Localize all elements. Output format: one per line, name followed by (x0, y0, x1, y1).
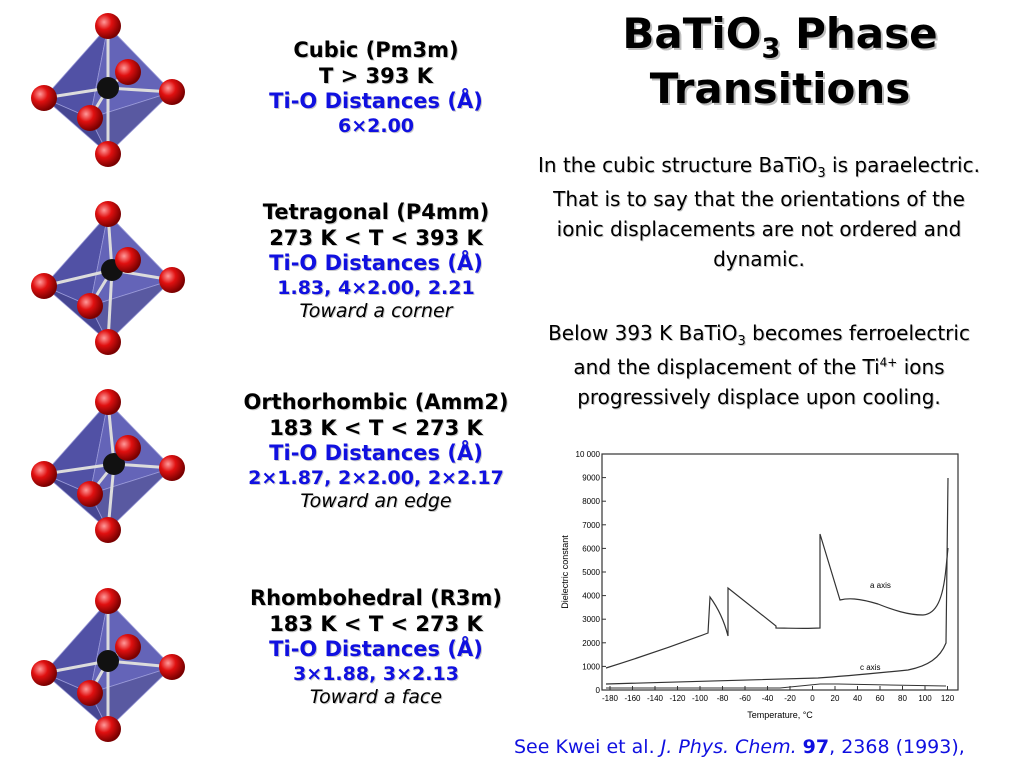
x-tick-label: -120 (669, 694, 686, 703)
a-axis-label: a axis (870, 581, 891, 590)
x-tick-label: -100 (692, 694, 709, 703)
phase-tetragonal: Tetragonal (P4mm) 273 K < T < 393 K Ti-O… (210, 200, 542, 323)
x-tick-label: 60 (876, 694, 885, 703)
distance-values: 6×2.00 (337, 114, 415, 137)
cubic-octahedron-image (31, 13, 185, 167)
displacement-note: Toward a face (309, 686, 443, 708)
y-tick-label: 8000 (582, 497, 600, 506)
phase-cubic: Cubic (Pm3m) T > 393 K Ti-O Distances (Å… (210, 38, 542, 138)
y-tick-label: 3000 (582, 615, 600, 624)
c-axis-label: c axis (860, 663, 880, 672)
x-tick-label: 20 (831, 694, 840, 703)
phase-temperature: 183 K < T < 273 K (269, 415, 483, 440)
citation: See Kwei et al. J. Phys. Chem. 97, 2368 … (514, 736, 965, 758)
y-tick-label: 5000 (582, 568, 600, 577)
phase-boundary-lines (606, 683, 947, 689)
x-tick-label: -60 (739, 694, 751, 703)
y-tick-label: 2000 (582, 639, 600, 648)
y-tick-label: 0 (596, 686, 601, 695)
phase-name: Tetragonal (P4mm) (262, 200, 490, 224)
y-tick-label: 4000 (582, 592, 600, 601)
plot-y-label: Dielectric constant (560, 535, 570, 609)
phase-orthorhombic: Orthorhombic (Amm2) 183 K < T < 273 K Ti… (210, 390, 542, 513)
orthorhombic-octahedron-image (31, 389, 185, 543)
x-tick-label: -180 (602, 694, 619, 703)
distance-label: Ti-O Distances (Å) (269, 441, 483, 466)
distance-label: Ti-O Distances (Å) (269, 251, 483, 276)
distance-values: 1.83, 4×2.00, 2.21 (277, 276, 475, 299)
x-tick-label: -20 (784, 694, 796, 703)
phase-name: Orthorhombic (Amm2) (243, 390, 509, 414)
rhombohedral-octahedron-image (31, 588, 185, 742)
distance-values: 2×1.87, 2×2.00, 2×2.17 (248, 466, 504, 489)
distance-label: Ti-O Distances (Å) (269, 89, 483, 114)
paraelectric-paragraph: In the cubic structure BaTiO3 is paraele… (538, 153, 980, 271)
y-tick-label: 1000 (582, 662, 600, 671)
a-axis-curve (605, 533, 949, 669)
x-tick-label: 100 (918, 694, 932, 703)
x-tick-label: -80 (717, 694, 729, 703)
x-tick-label: -40 (762, 694, 774, 703)
displacement-note: Toward a corner (299, 300, 453, 322)
y-tick-label: 6000 (582, 544, 600, 553)
x-tick-label: 80 (898, 694, 907, 703)
distance-label: Ti-O Distances (Å) (269, 637, 483, 662)
x-tick-label: 0 (810, 694, 815, 703)
phase-name: Cubic (Pm3m) (293, 38, 459, 62)
phase-name: Rhombohedral (R3m) (249, 586, 502, 610)
phase-rhombohedral: Rhombohedral (R3m) 183 K < T < 273 K Ti-… (210, 586, 542, 709)
phase-temperature: 183 K < T < 273 K (269, 611, 483, 636)
x-tick-label: 120 (941, 694, 955, 703)
displacement-note: Toward an edge (300, 490, 452, 512)
slide-title: BaTiO3 Phase Transitions (622, 9, 938, 113)
x-tick-label: 40 (853, 694, 862, 703)
x-tick-label: -160 (624, 694, 641, 703)
ferroelectric-paragraph: Below 393 K BaTiO3 becomes ferroelectric… (548, 321, 970, 409)
phase-temperature: 273 K < T < 393 K (269, 225, 483, 250)
distance-values: 3×1.88, 3×2.13 (293, 662, 459, 685)
c-axis-curve (605, 477, 949, 685)
y-tick-label: 7000 (582, 521, 600, 530)
y-tick-label: 9000 (582, 474, 600, 483)
plot-x-label: Temperature, °C (747, 710, 813, 720)
phase-temperature: T > 393 K (319, 63, 433, 88)
tetragonal-octahedron-image (31, 201, 185, 355)
y-tick-label: 10 000 (576, 450, 601, 459)
dielectric-constant-plot: 010002000300040005000600070008000900010 … (548, 448, 968, 726)
x-tick-label: -140 (647, 694, 664, 703)
